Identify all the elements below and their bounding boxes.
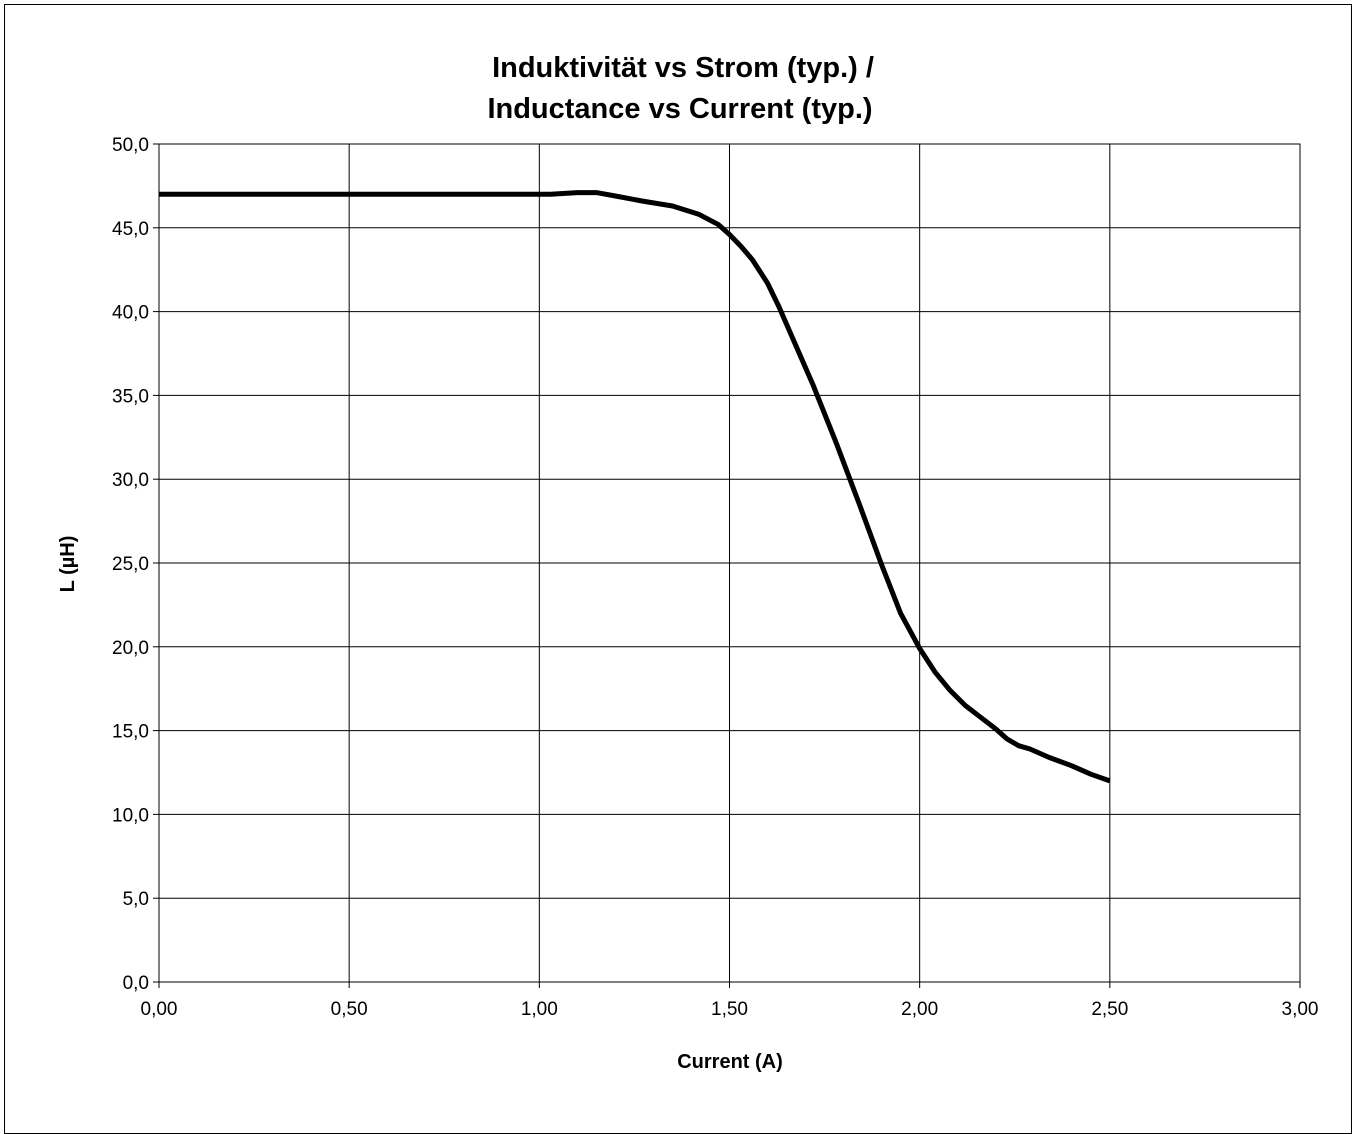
inductance-curve bbox=[159, 190, 1111, 784]
y-tick-label: 5,0 bbox=[123, 889, 149, 910]
y-tick-label: 25,0 bbox=[112, 554, 149, 575]
y-tick-label: 0,0 bbox=[123, 973, 149, 994]
chart-title-line-2: Inductance vs Current (typ.) bbox=[487, 93, 872, 125]
y-tick-label: 45,0 bbox=[112, 219, 149, 240]
grid-lines bbox=[159, 144, 1300, 982]
y-tick-label: 50,0 bbox=[112, 135, 149, 156]
x-tick-label: 3,00 bbox=[1282, 999, 1319, 1020]
x-tick-label: 0,50 bbox=[331, 999, 368, 1020]
y-tick-label: 40,0 bbox=[112, 303, 149, 324]
axis-ticks: 0,0 5,0 10,0 15,0 20,0 25,0 30,0 35,0 40,0 45,0 50… bbox=[112, 135, 1318, 1020]
y-tick-label: 10,0 bbox=[112, 805, 149, 826]
x-tick-label: 2,00 bbox=[901, 999, 938, 1020]
y-tick-label: 20,0 bbox=[112, 638, 149, 659]
x-tick-label: 1,00 bbox=[521, 999, 558, 1020]
x-tick-label: 1,50 bbox=[711, 999, 748, 1020]
y-tick-label: 30,0 bbox=[112, 470, 149, 491]
x-axis-label: Current (A) bbox=[677, 1051, 783, 1073]
x-tick-label: 2,50 bbox=[1091, 999, 1128, 1020]
y-axis-label: L (µH) bbox=[57, 536, 79, 593]
x-tick-label: 0,00 bbox=[141, 999, 178, 1020]
chart-title-line-1: Induktivität vs Strom (typ.) / bbox=[492, 52, 874, 84]
series-layer bbox=[159, 190, 1111, 784]
y-tick-label: 35,0 bbox=[112, 386, 149, 407]
y-tick-label: 15,0 bbox=[112, 722, 149, 743]
